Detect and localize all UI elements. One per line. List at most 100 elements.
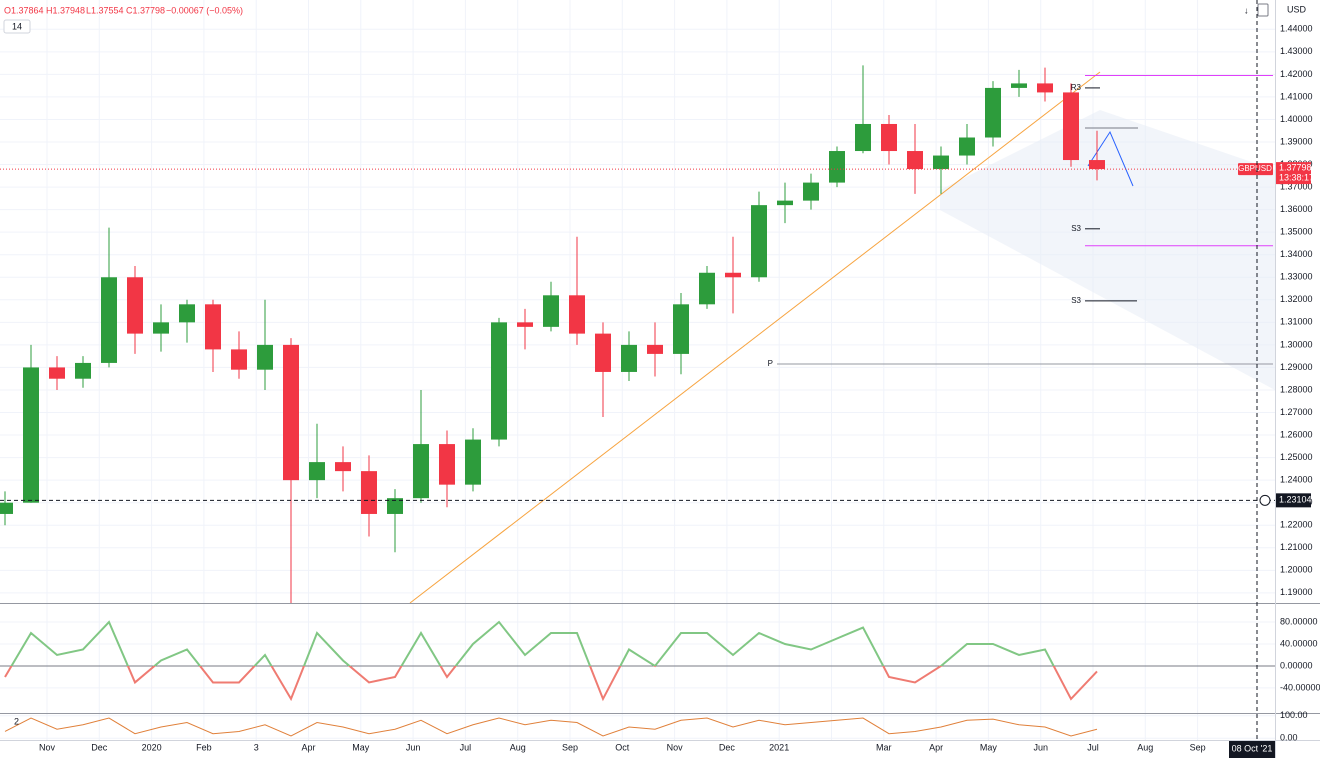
time-tick-label: Aug — [510, 742, 526, 752]
y-tick-label: 1.28000 — [1280, 384, 1313, 394]
pivot-label: P — [768, 359, 773, 368]
y-tick-label: 1.36000 — [1280, 204, 1313, 214]
currency-label[interactable]: USD — [1287, 4, 1307, 14]
candle-body — [257, 344, 273, 370]
time-tick-label: Sep — [1190, 742, 1206, 752]
time-tick-label: Nov — [667, 742, 684, 752]
time-tick-label: Sep — [562, 742, 578, 752]
candle-body — [205, 304, 221, 350]
candle-body — [23, 367, 39, 503]
y-tick-label: 1.35000 — [1280, 227, 1313, 237]
y-tick-label: 1.37000 — [1280, 181, 1313, 191]
legend-header: O1.37864 H1.37948 L1.37554 C1.37798 −0.0… — [3, 5, 243, 34]
candle-body — [595, 333, 611, 372]
candle-body — [907, 151, 923, 170]
candle-body — [387, 498, 403, 514]
price-tag: 1.37798 — [1279, 162, 1312, 172]
candle-body — [1063, 92, 1079, 161]
y-tick-label: 1.40000 — [1280, 114, 1313, 124]
y-tick-label: 1.42000 — [1280, 69, 1313, 79]
oscillator-line-negative — [4, 665, 1098, 702]
candle-body — [543, 295, 559, 327]
y-tick-label: 1.44000 — [1280, 24, 1313, 34]
candle-body — [361, 471, 377, 514]
stochastic-pane — [4, 717, 1098, 737]
time-tick-label: Nov — [39, 742, 56, 752]
oscillator-pane — [4, 620, 1098, 702]
candle-body — [699, 272, 715, 305]
time-tick-label: Aug — [1137, 742, 1153, 752]
time-tick-label: 3 — [254, 742, 259, 752]
candle-body — [101, 277, 117, 363]
y-tick-label: 1.32000 — [1280, 294, 1313, 304]
y-tick-label: 80.00000 — [1280, 616, 1318, 626]
candle-body — [777, 200, 793, 206]
candle-body — [985, 87, 1001, 138]
candle-body — [855, 123, 871, 152]
candle-body — [829, 151, 845, 183]
y-tick-label: 1.27000 — [1280, 407, 1313, 417]
price-pane — [0, 65, 1105, 603]
candle-body — [49, 367, 65, 379]
time-tick-label: Mar — [876, 742, 892, 752]
time-tick-label: Jun — [1033, 742, 1048, 752]
ohlc-low: L1.37554 — [86, 5, 124, 15]
ohlc-close: C1.37798 — [126, 5, 165, 15]
time-tick-label: Oct — [615, 742, 630, 752]
indicator-length: 14 — [12, 21, 22, 31]
y-tick-label: 1.24000 — [1280, 475, 1313, 485]
crosshair-price-bg — [1276, 493, 1311, 508]
y-tick-label: 1.41000 — [1280, 91, 1313, 101]
candle-body — [465, 439, 481, 485]
y-tick-label: 1.31000 — [1280, 317, 1313, 327]
candle-body — [517, 322, 533, 327]
indicator-badge[interactable] — [3, 19, 31, 34]
candle-body — [491, 322, 507, 440]
crosshair-plus[interactable] — [1259, 494, 1271, 506]
pane-label: 2 — [14, 716, 19, 726]
symbol-tag: GBPUSD — [1238, 164, 1272, 173]
ohlc-high: H1.37948 — [46, 5, 85, 15]
price-tag-bg — [1276, 162, 1311, 185]
fullscreen-icon[interactable] — [1257, 3, 1269, 17]
y-tick-label: 1.30000 — [1280, 339, 1313, 349]
y-tick-label: 0.00000 — [1280, 660, 1313, 670]
symbol-tag-bg — [1238, 163, 1273, 176]
ohlc-change: −0.00067 (−0.05%) — [166, 5, 243, 15]
candle-body — [413, 444, 429, 499]
time-tick-label: Apr — [301, 742, 315, 752]
candle-body — [647, 344, 663, 354]
candle-body — [933, 155, 949, 170]
y-tick-label: 1.22000 — [1280, 520, 1313, 530]
pivot-label: R3 — [1071, 83, 1082, 92]
time-tick-label: Dec — [91, 742, 108, 752]
stochastic-line — [4, 717, 1098, 737]
y-tick-label: 1.39000 — [1280, 136, 1313, 146]
candle-body — [751, 205, 767, 278]
regression-channel — [940, 110, 1275, 390]
time-tick-label: Apr — [929, 742, 943, 752]
candle-body — [309, 462, 325, 481]
candle-body — [335, 462, 351, 472]
candle-body — [231, 349, 247, 370]
candle-body — [881, 123, 897, 152]
candle-body — [0, 502, 13, 514]
candle-body — [75, 362, 91, 379]
candle-body — [1037, 83, 1053, 93]
pivot-label: S3 — [1071, 224, 1081, 233]
time-tick-label: Jul — [460, 742, 472, 752]
countdown: 13:38:17 — [1279, 172, 1314, 182]
candle-body — [725, 272, 741, 278]
crosshair-price: 1.23104 — [1279, 495, 1312, 505]
candle-body — [621, 344, 637, 372]
candle-body — [569, 295, 585, 334]
time-tick-label: Jul — [1087, 742, 1099, 752]
y-tick-label: 1.21000 — [1280, 542, 1313, 552]
time-tick-label: 2021 — [769, 742, 789, 752]
scroll-icon[interactable]: ↓ — [1244, 5, 1249, 15]
y-tick-label: 1.43000 — [1280, 46, 1313, 56]
candle-body — [1011, 83, 1027, 88]
y-tick-label: 1.19000 — [1280, 587, 1313, 597]
